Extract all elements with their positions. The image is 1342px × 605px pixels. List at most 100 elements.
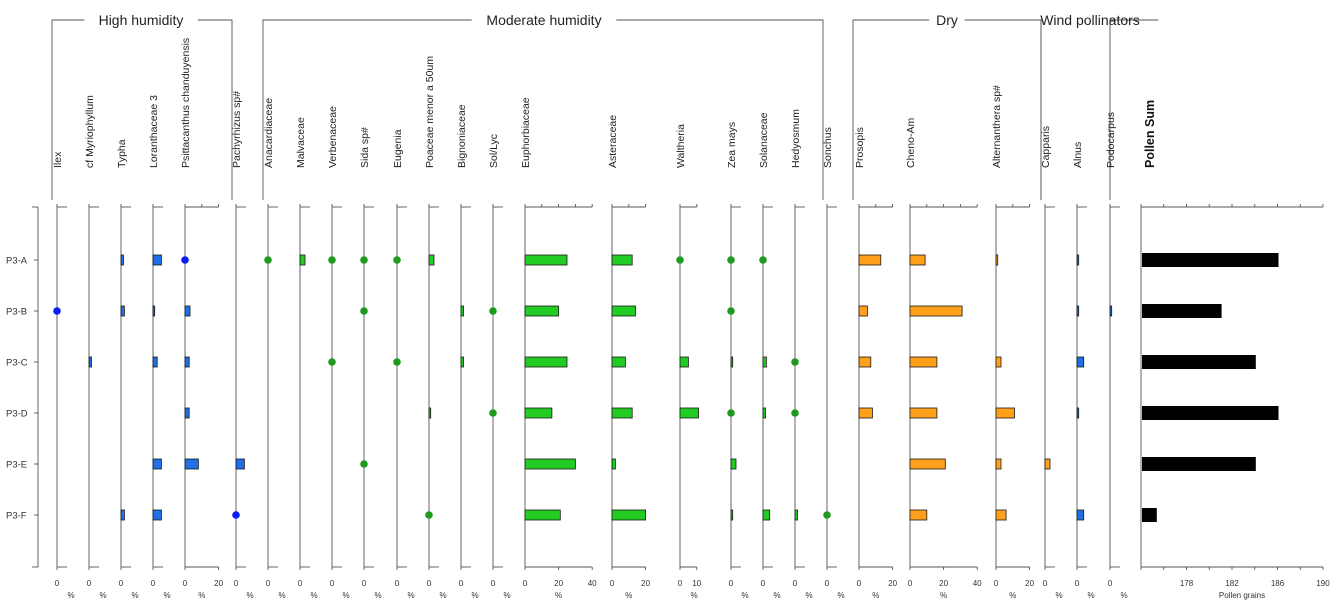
group-label-wind-pollinators: Wind pollinators bbox=[1040, 12, 1140, 28]
bar-euphorbiaceae bbox=[524, 254, 568, 266]
trace-point-anacardiaceae bbox=[264, 256, 272, 264]
taxon-label-zea-mays: Zea mays bbox=[726, 122, 738, 168]
taxon-tick-label: 0 bbox=[234, 579, 239, 588]
trace-point-sida-sp bbox=[360, 307, 368, 315]
bar-alnus bbox=[1076, 407, 1080, 419]
taxon-label-sol-lyc: Sol/Lyc bbox=[488, 134, 500, 168]
taxon-label-loranthaceae-3: Loranthaceae 3 bbox=[148, 95, 160, 168]
bar-solanaceae bbox=[762, 356, 767, 368]
bar-euphorbiaceae bbox=[524, 458, 576, 470]
taxon-tick-label: 0 bbox=[1108, 579, 1113, 588]
group-bracket-left-high-humidity bbox=[51, 19, 85, 200]
bar-waltheria bbox=[679, 356, 689, 368]
trace-point-hedyosmum bbox=[791, 358, 799, 366]
sample-label-p3-a: P3-A bbox=[6, 256, 28, 267]
taxon-tick-label: 0 bbox=[825, 579, 830, 588]
taxon-label-cheno-am: Cheno-Am bbox=[905, 118, 917, 168]
taxon-label-podocarpus: Podocarpus bbox=[1105, 112, 1117, 168]
bar-euphorbiaceae bbox=[524, 509, 561, 521]
bar-capparis bbox=[1044, 458, 1051, 470]
bar-alnus bbox=[1076, 254, 1080, 266]
taxon-unit-label: % bbox=[690, 591, 697, 600]
bar-cheno-am bbox=[909, 407, 938, 419]
taxon-tick-label: 40 bbox=[588, 579, 597, 588]
bar-cheno-am bbox=[909, 356, 938, 368]
sample-label-p3-b: P3-B bbox=[6, 307, 27, 318]
taxon-tick-label: 0 bbox=[523, 579, 528, 588]
bar-psittacanthus-chanduyensis bbox=[184, 305, 191, 317]
trace-point-solanaceae bbox=[759, 256, 767, 264]
taxon-unit-label: % bbox=[837, 591, 844, 600]
taxon-label-prosopis: Prosopis bbox=[854, 127, 866, 168]
bar-poaceae-menor-a-50um bbox=[428, 407, 432, 419]
pollen-sum-bar bbox=[1142, 406, 1279, 420]
pollen-sum-tick-label: 182 bbox=[1225, 579, 1239, 588]
bar-loranthaceae-3 bbox=[152, 458, 162, 470]
taxon-unit-label: % bbox=[99, 591, 106, 600]
bar-alnus bbox=[1076, 305, 1080, 317]
bar-asteraceae bbox=[611, 305, 636, 317]
bar-psittacanthus-chanduyensis bbox=[184, 458, 199, 470]
group-bracket-left-dry bbox=[852, 19, 930, 200]
trace-point-sol-lyc bbox=[489, 409, 497, 417]
bar-asteraceae bbox=[611, 509, 646, 521]
sample-label-p3-e: P3-E bbox=[6, 460, 27, 471]
bar-poaceae-menor-a-50um bbox=[428, 254, 435, 266]
bar-asteraceae bbox=[611, 254, 633, 266]
bar-bignoniaceae bbox=[460, 356, 464, 368]
taxon-label-asteraceae: Asteraceae bbox=[607, 115, 619, 168]
bar-cheno-am bbox=[909, 458, 946, 470]
taxon-tick-label: 0 bbox=[459, 579, 464, 588]
bar-typha bbox=[120, 509, 125, 521]
taxon-labels: Ilex cf Myriophyllum Typha Loranthaceae 3 Ps… bbox=[52, 38, 1117, 168]
pollen-sum-bar bbox=[1142, 355, 1256, 369]
bar-loranthaceae-3 bbox=[152, 356, 158, 368]
bar-cheno-am bbox=[909, 509, 928, 521]
group-bracket-left-moderate-humidity bbox=[262, 19, 472, 200]
trace-point-poaceae-menor-a-50um bbox=[425, 511, 433, 519]
bar-alternanthera-sp bbox=[995, 407, 1015, 419]
taxon-tick-label: 0 bbox=[395, 579, 400, 588]
pollen-sum-tick-label: 190 bbox=[1316, 579, 1330, 588]
taxon-unit-label: % bbox=[131, 591, 138, 600]
taxon-tick-label: 10 bbox=[692, 579, 701, 588]
trace-point-sida-sp bbox=[360, 256, 368, 264]
trace-point-zea-mays bbox=[727, 307, 735, 315]
taxon-unit-label: % bbox=[940, 591, 947, 600]
pollen-sum-tick-label: 178 bbox=[1180, 579, 1194, 588]
bar-prosopis bbox=[858, 356, 872, 368]
taxon-tick-label: 0 bbox=[491, 579, 496, 588]
group-bracket-right-moderate-humidity bbox=[616, 19, 824, 200]
taxon-tick-label: 0 bbox=[729, 579, 734, 588]
bar-bignoniaceae bbox=[460, 305, 464, 317]
taxon-unit-label: % bbox=[278, 591, 285, 600]
taxon-unit-label: % bbox=[246, 591, 253, 600]
taxon-tick-label: 0 bbox=[857, 579, 862, 588]
taxon-label-typha: Typha bbox=[116, 139, 128, 168]
bar-euphorbiaceae bbox=[524, 356, 568, 368]
bar-asteraceae bbox=[611, 458, 616, 470]
trace-point-pachyrhizus-sp bbox=[232, 511, 240, 519]
bar-prosopis bbox=[858, 305, 868, 317]
taxon-label-verbenaceae: Verbenaceae bbox=[327, 106, 339, 168]
trace-point-sonchus bbox=[823, 511, 831, 519]
taxon-label-alnus: Alnus bbox=[1072, 142, 1084, 168]
taxon-unit-label: % bbox=[198, 591, 205, 600]
bar-alternanthera-sp bbox=[995, 509, 1007, 521]
taxon-label-bignoniaceae: Bignoniaceae bbox=[456, 104, 468, 168]
bar-typha bbox=[120, 254, 124, 266]
taxon-tick-label: 40 bbox=[973, 579, 982, 588]
bar-loranthaceae-3 bbox=[152, 509, 162, 521]
taxon-unit-label: % bbox=[555, 591, 562, 600]
taxon-tick-label: 0 bbox=[427, 579, 432, 588]
panel-axes: 0% 0% 0% 0% 0 20% 0% 0% 0% 0% 0% 0% 0% 0% 0% 0 20 40% 0 20%… bbox=[55, 204, 1128, 600]
trace-point-sida-sp bbox=[360, 460, 368, 468]
taxon-unit-label: % bbox=[625, 591, 632, 600]
taxon-tick-label: 0 bbox=[119, 579, 124, 588]
bar-typha bbox=[120, 305, 125, 317]
trace-point-eugenia bbox=[393, 256, 401, 264]
trace-point-zea-mays bbox=[727, 409, 735, 417]
taxon-tick-label: 0 bbox=[908, 579, 913, 588]
taxon-tick-label: 0 bbox=[298, 579, 303, 588]
pollen-sum-bar bbox=[1142, 304, 1222, 318]
